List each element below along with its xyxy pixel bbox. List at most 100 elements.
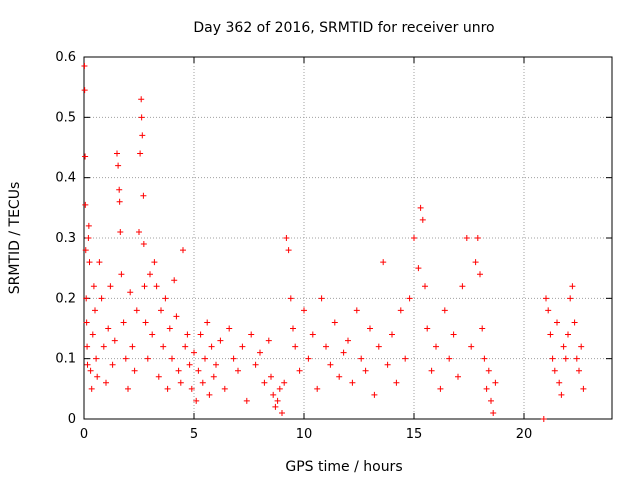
data-point: [213, 361, 219, 368]
data-point: [397, 307, 404, 314]
data-point: [115, 162, 122, 169]
y-axis-label: SRMTID / TECUs: [7, 182, 23, 295]
data-point: [375, 343, 382, 350]
data-point: [138, 114, 145, 121]
data-point: [490, 409, 497, 416]
data-point: [279, 409, 285, 416]
data-point: [481, 355, 488, 362]
data-point: [450, 331, 457, 338]
data-point: [142, 319, 149, 326]
data-point: [455, 373, 461, 380]
data-point: [474, 235, 481, 241]
data-point: [292, 343, 299, 350]
data-point: [85, 222, 92, 229]
data-point: [558, 391, 565, 398]
data-point: [175, 367, 182, 374]
data-point: [197, 331, 204, 338]
data-point: [116, 198, 123, 205]
data-point: [171, 277, 178, 284]
data-point: [162, 295, 169, 302]
data-point: [103, 379, 109, 386]
x-tick-label: 20: [516, 427, 533, 442]
data-point: [158, 307, 164, 314]
data-point: [109, 361, 116, 368]
data-point: [485, 367, 492, 374]
data-point: [261, 379, 268, 386]
data-point: [210, 373, 217, 380]
x-axis-label: GPS time / hours: [285, 459, 402, 475]
data-point: [131, 367, 138, 374]
data-point: [314, 385, 321, 392]
data-point: [81, 63, 88, 70]
data-point: [208, 343, 215, 350]
data-point: [580, 385, 587, 392]
data-point: [125, 385, 131, 392]
chart-title: Day 362 of 2016, SRMTID for receiver unr…: [193, 20, 494, 36]
data-point: [340, 349, 347, 356]
y-tick-label: 0: [68, 412, 76, 427]
data-point: [116, 186, 123, 193]
data-point: [367, 325, 373, 332]
data-point: [177, 379, 184, 386]
data-point: [290, 325, 296, 332]
data-point: [160, 343, 167, 350]
data-point: [309, 331, 316, 338]
data-point: [483, 385, 490, 392]
data-point: [199, 379, 206, 386]
data-point: [153, 283, 160, 290]
data-point: [83, 295, 90, 302]
x-tick-label: 15: [406, 427, 423, 442]
data-point: [230, 355, 237, 362]
data-point: [85, 235, 92, 241]
data-point: [296, 367, 303, 374]
y-tick-label: 0.5: [55, 110, 76, 125]
data-point: [560, 343, 567, 350]
data-point: [305, 355, 312, 362]
data-point: [127, 289, 134, 296]
data-point: [141, 283, 148, 290]
y-tick-label: 0.1: [55, 352, 76, 367]
data-point: [569, 283, 576, 290]
data-point: [551, 367, 558, 374]
data-point: [151, 259, 158, 266]
data-point: [285, 247, 292, 254]
data-point: [83, 319, 90, 326]
data-point: [567, 295, 574, 302]
data-point: [204, 319, 211, 326]
data-point: [147, 271, 153, 278]
data-point: [323, 343, 329, 350]
data-point: [547, 331, 554, 338]
data-point: [384, 361, 391, 368]
data-point: [81, 87, 88, 94]
data-point: [287, 295, 294, 302]
data-point: [270, 391, 277, 398]
data-point: [173, 313, 180, 320]
data-point: [459, 283, 466, 290]
data-point: [549, 355, 556, 362]
data-point: [140, 241, 147, 248]
data-point: [283, 235, 290, 241]
data-point: [122, 355, 129, 362]
data-point: [144, 355, 151, 362]
data-point: [239, 343, 246, 350]
data-point: [252, 361, 259, 368]
data-point: [353, 307, 360, 314]
y-tick-label: 0.6: [55, 50, 76, 65]
data-point: [105, 325, 112, 332]
data-point: [565, 331, 571, 338]
data-point: [274, 397, 281, 404]
data-point: [389, 331, 395, 338]
data-point: [82, 201, 89, 208]
grid-lines: [84, 57, 612, 419]
data-points: [81, 63, 587, 422]
data-point: [129, 343, 136, 350]
data-point: [562, 355, 569, 362]
data-point: [272, 403, 279, 410]
data-point: [433, 343, 439, 350]
data-point: [345, 337, 351, 344]
data-point: [402, 355, 409, 362]
data-point: [226, 325, 233, 332]
data-point: [371, 391, 378, 398]
data-point: [188, 385, 195, 392]
data-point: [331, 319, 338, 326]
